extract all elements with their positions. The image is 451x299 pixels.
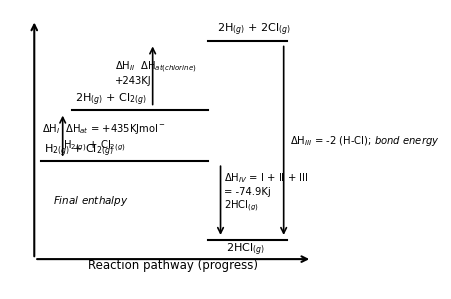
Text: H$_{2(g)}$ + Cl$_{2(g)}$: H$_{2(g)}$ + Cl$_{2(g)}$: [63, 138, 125, 154]
Text: $\it{Final\ enthalpy}$: $\it{Final\ enthalpy}$: [53, 193, 129, 208]
Text: $\Delta$H$_{IV}$ = I + II + III
= -74.9Kj
2HCl$_{(g)}$: $\Delta$H$_{IV}$ = I + II + III = -74.9K…: [224, 171, 308, 214]
Text: $\Delta$H$_I$  $\Delta$H$_{at}$ = +435KJmol$^-$: $\Delta$H$_I$ $\Delta$H$_{at}$ = +435KJm…: [42, 122, 166, 136]
Text: Reaction pathway (progress): Reaction pathway (progress): [88, 260, 258, 272]
Text: 2H$_{(g)}$ + Cl$_{2(g)}$: 2H$_{(g)}$ + Cl$_{2(g)}$: [75, 91, 147, 108]
Text: H$_{2(g)}$ + Cl$_{2(g)}$: H$_{2(g)}$ + Cl$_{2(g)}$: [44, 142, 113, 158]
Text: $\Delta$H$_{II}$  $\Delta$H$_{at(chlorine)}$
+243KJ: $\Delta$H$_{II}$ $\Delta$H$_{at(chlorine…: [115, 59, 197, 86]
Text: 2H$_{(g)}$ + 2Cl$_{(g)}$: 2H$_{(g)}$ + 2Cl$_{(g)}$: [217, 22, 290, 38]
Text: $\Delta$H$_{III}$ = -2 (H-Cl); $\it{bond\ energy}$: $\Delta$H$_{III}$ = -2 (H-Cl); $\it{bond…: [290, 134, 440, 148]
Text: 2HCl$_{(g)}$: 2HCl$_{(g)}$: [226, 242, 265, 258]
